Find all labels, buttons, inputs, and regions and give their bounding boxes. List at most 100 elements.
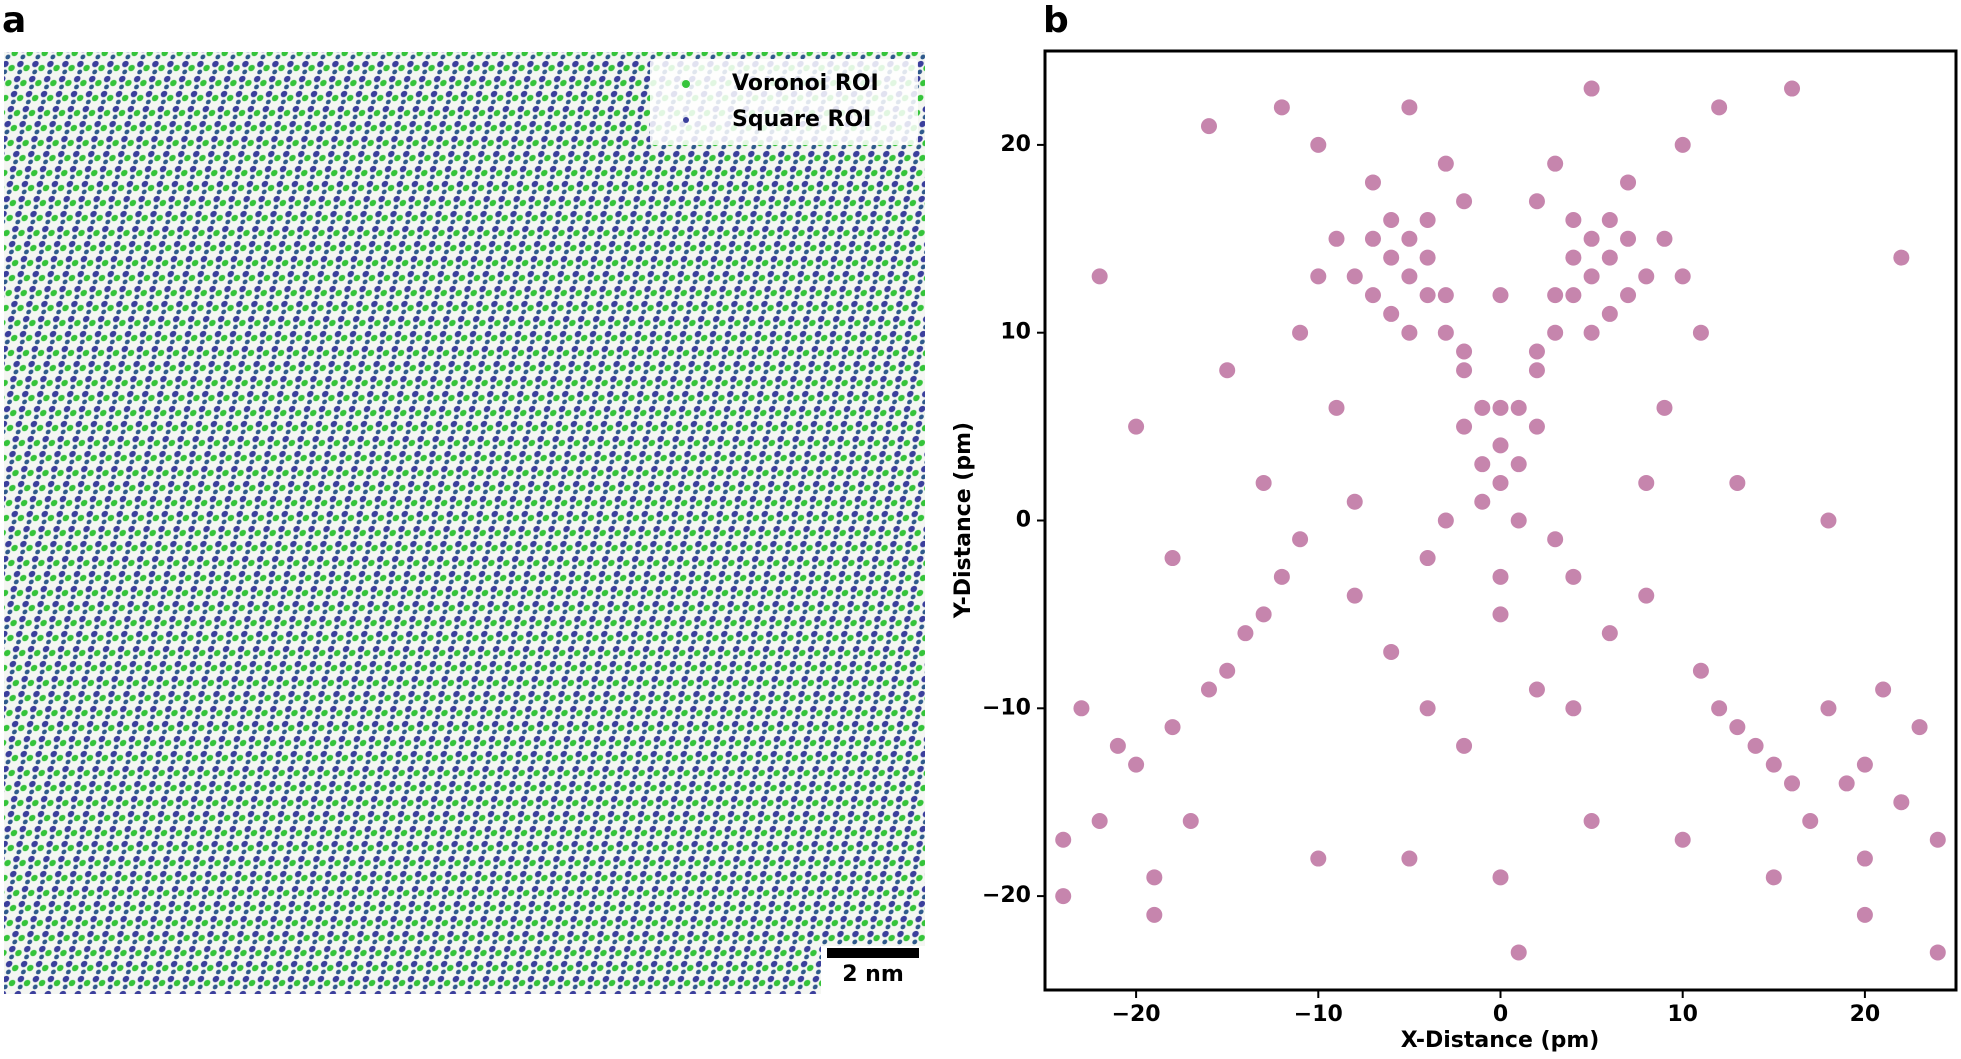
scatter-point <box>1364 174 1381 191</box>
scatter-point <box>1419 212 1436 229</box>
x-axis-label: X-Distance (pm) <box>1401 1028 1600 1053</box>
y-axis-label: Y-Distance (pm) <box>951 422 976 619</box>
scatter-point <box>1364 287 1381 304</box>
scatter-point <box>1474 399 1491 416</box>
scatter-point <box>1528 418 1545 435</box>
x-tick-label: 0 <box>1493 1002 1508 1027</box>
scatter-point <box>1929 944 1946 961</box>
scatter-point <box>1729 474 1746 491</box>
scatter-point <box>1164 550 1181 567</box>
scatter-point <box>1310 136 1327 153</box>
scatter-point <box>1437 287 1454 304</box>
scatter-point <box>1674 136 1691 153</box>
scatter-point <box>1364 230 1381 247</box>
scatter-point <box>1510 512 1527 529</box>
scatter-point <box>1219 662 1236 679</box>
scatter-point <box>1419 249 1436 266</box>
legend-marker <box>682 80 690 88</box>
scatter-point <box>1747 737 1764 754</box>
scatter-point <box>1692 324 1709 341</box>
scatter-point <box>1875 681 1892 698</box>
scatter-point <box>1346 493 1363 510</box>
scatter-point <box>1656 399 1673 416</box>
scatter-point <box>1492 474 1509 491</box>
scatter-point <box>1638 268 1655 285</box>
scatter-point <box>1528 193 1545 210</box>
scatter-point <box>1073 700 1090 717</box>
scatter-point <box>1601 249 1618 266</box>
scatter-point <box>1419 287 1436 304</box>
scatter-point <box>1401 99 1418 116</box>
scatter-point <box>1492 606 1509 623</box>
scatter-point <box>1055 831 1072 848</box>
scatter-point <box>1929 831 1946 848</box>
scatter-point <box>1474 456 1491 473</box>
scatter-point <box>1620 174 1637 191</box>
scatter-point <box>1383 212 1400 229</box>
scatter-point <box>1583 812 1600 829</box>
scatter-point <box>1292 531 1309 548</box>
scatter-point <box>1492 399 1509 416</box>
scatter-point <box>1383 305 1400 322</box>
y-tick-label: 20 <box>1000 132 1031 157</box>
scatter-point <box>1856 756 1873 773</box>
scatter-point <box>1528 681 1545 698</box>
scatter-point <box>1711 700 1728 717</box>
scatter-point <box>1565 287 1582 304</box>
scatter-point <box>1456 418 1473 435</box>
scatter-point <box>1419 550 1436 567</box>
scatter-point <box>1820 512 1837 529</box>
scatter-point <box>1856 850 1873 867</box>
scatter-point <box>1437 512 1454 529</box>
x-tick-label: −10 <box>1294 1002 1343 1027</box>
scatter-point <box>1383 249 1400 266</box>
scatter-point <box>1401 850 1418 867</box>
scatter-point <box>1601 305 1618 322</box>
scatter-point <box>1510 456 1527 473</box>
scatter-point <box>1437 155 1454 172</box>
scatter-point <box>1510 399 1527 416</box>
scatter-point <box>1547 155 1564 172</box>
scatter-point <box>1765 869 1782 886</box>
scatter-point <box>1164 719 1181 736</box>
scatter-point <box>1583 324 1600 341</box>
scatter-point <box>1419 700 1436 717</box>
scatter-point <box>1128 756 1145 773</box>
y-tick-label: −10 <box>982 695 1031 720</box>
scatter-point <box>1492 869 1509 886</box>
scatter-point <box>1893 794 1910 811</box>
scatter-point <box>1565 249 1582 266</box>
scatter-point <box>1547 324 1564 341</box>
scatter-point <box>1346 587 1363 604</box>
scatter-point <box>1456 737 1473 754</box>
scatter-point <box>1565 568 1582 585</box>
scatter-point <box>1820 700 1837 717</box>
scatter-point <box>1310 268 1327 285</box>
scatter-point <box>1893 249 1910 266</box>
scatter-point <box>1838 775 1855 792</box>
scatter-point <box>1528 343 1545 360</box>
scatter-point <box>1273 568 1290 585</box>
scatter-point <box>1383 643 1400 660</box>
legend-label: Voronoi ROI <box>732 71 879 96</box>
y-tick-label: −20 <box>982 883 1031 908</box>
legend-marker <box>683 117 689 123</box>
scatter-point <box>1674 268 1691 285</box>
scatter-point <box>1528 362 1545 379</box>
scatter-point <box>1456 343 1473 360</box>
scatter-point <box>1292 324 1309 341</box>
scatter-point <box>1674 831 1691 848</box>
scatter-point <box>1437 324 1454 341</box>
scatter-point <box>1601 625 1618 642</box>
x-tick-label: 20 <box>1850 1002 1881 1027</box>
legend-label: Square ROI <box>732 107 871 132</box>
scatter-point <box>1547 531 1564 548</box>
scatter-point <box>1565 700 1582 717</box>
scatter-point <box>1583 268 1600 285</box>
scatter-point <box>1656 230 1673 247</box>
scatter-point <box>1273 99 1290 116</box>
scatter-point <box>1601 212 1618 229</box>
scatter-point <box>1328 399 1345 416</box>
scatter-point <box>1620 287 1637 304</box>
scatter-point <box>1638 587 1655 604</box>
